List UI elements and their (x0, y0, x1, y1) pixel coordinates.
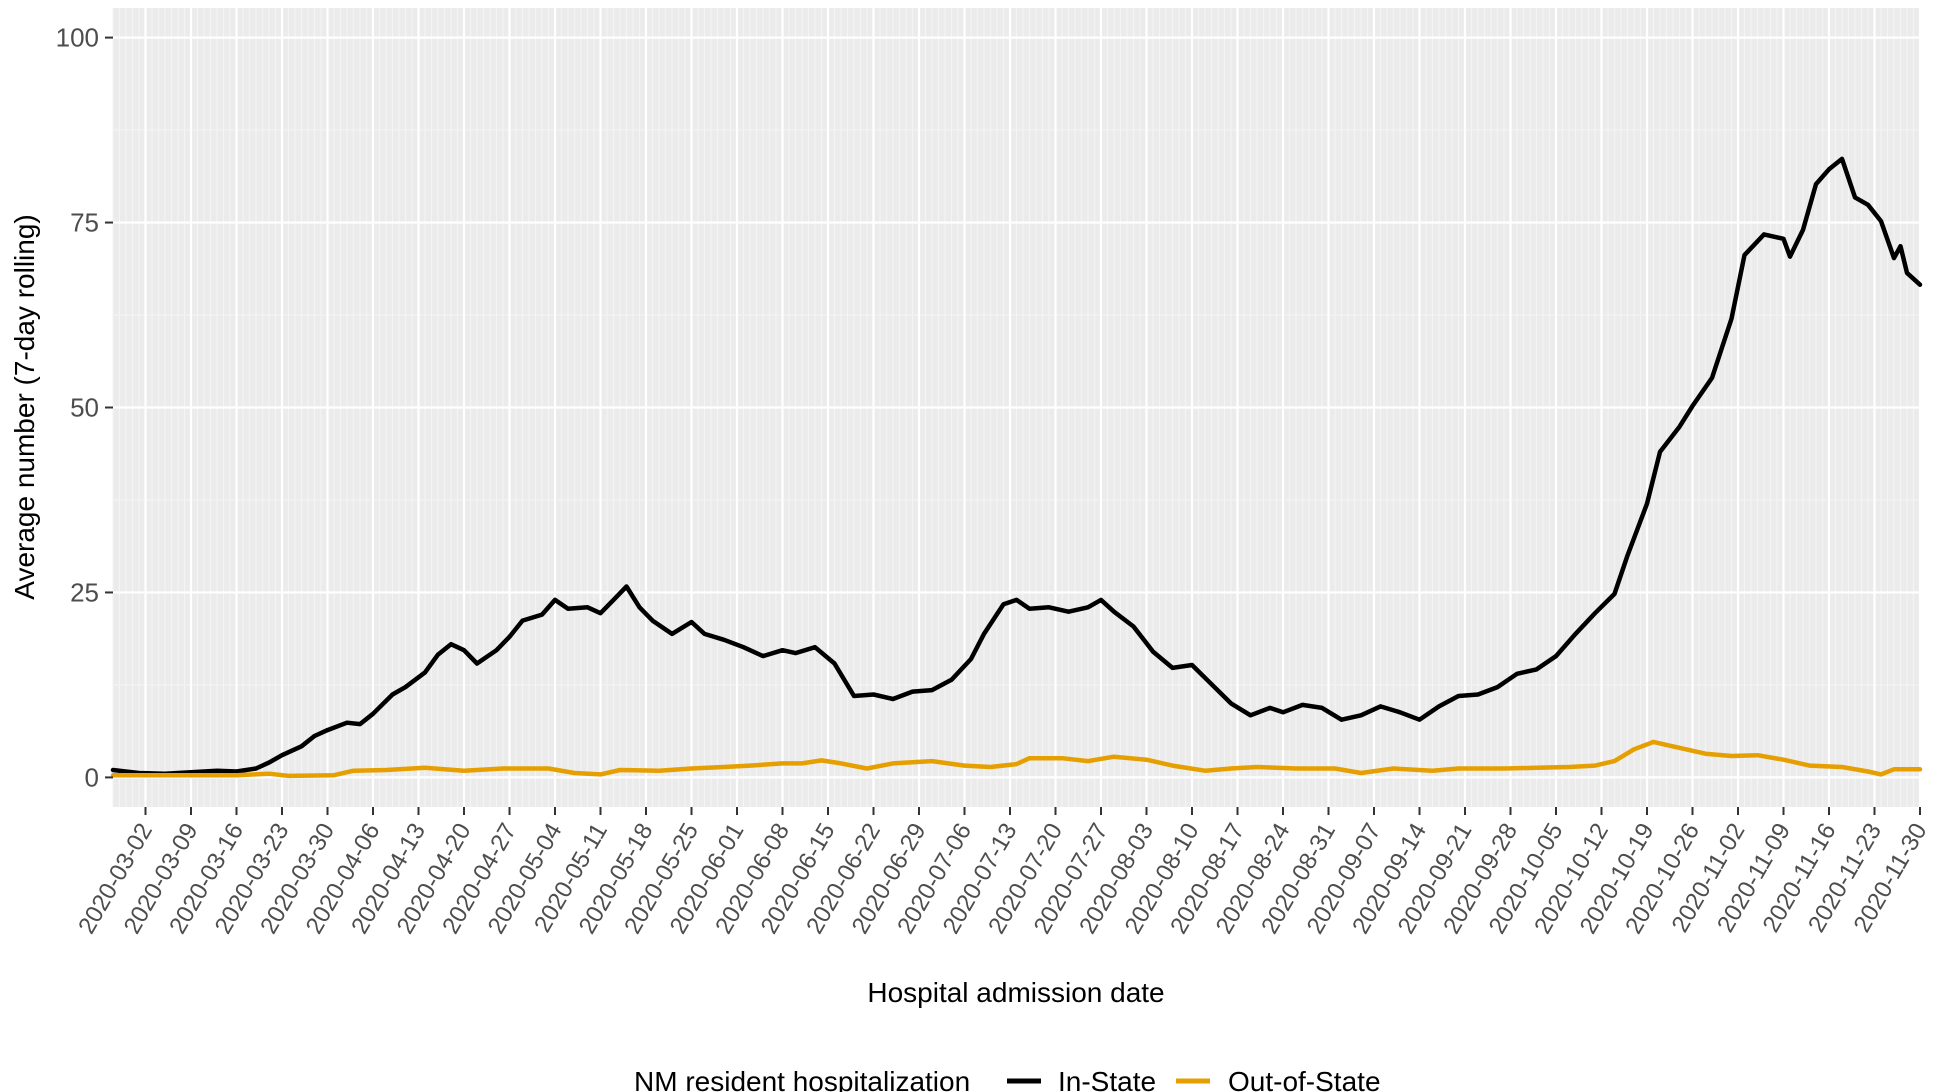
legend-title: NM resident hospitalization (634, 1066, 970, 1092)
y-tick-label: 0 (85, 762, 99, 792)
major-gridlines (113, 8, 1922, 807)
series-layer (110, 156, 1923, 779)
legend-label-in-state: In-State (1058, 1066, 1156, 1092)
y-tick-label: 25 (70, 577, 99, 607)
y-tick-label: 50 (70, 393, 99, 423)
y-tick-label: 75 (70, 208, 99, 238)
y-tick-label: 100 (56, 23, 99, 53)
y-axis: 0 25 50 75 100 (56, 23, 113, 792)
series-line-in-state (110, 156, 1923, 776)
y-axis-title: Average number (7-day rolling) (9, 214, 40, 599)
x-axis-title: Hospital admission date (867, 977, 1164, 1008)
legend: NM resident hospitalization In-State Out… (634, 1066, 1381, 1092)
legend-label-out-of-state: Out-of-State (1228, 1066, 1381, 1092)
series-line-out-of-state (110, 739, 1923, 779)
x-axis: 2020-03-022020-03-092020-03-162020-03-23… (73, 807, 1932, 939)
